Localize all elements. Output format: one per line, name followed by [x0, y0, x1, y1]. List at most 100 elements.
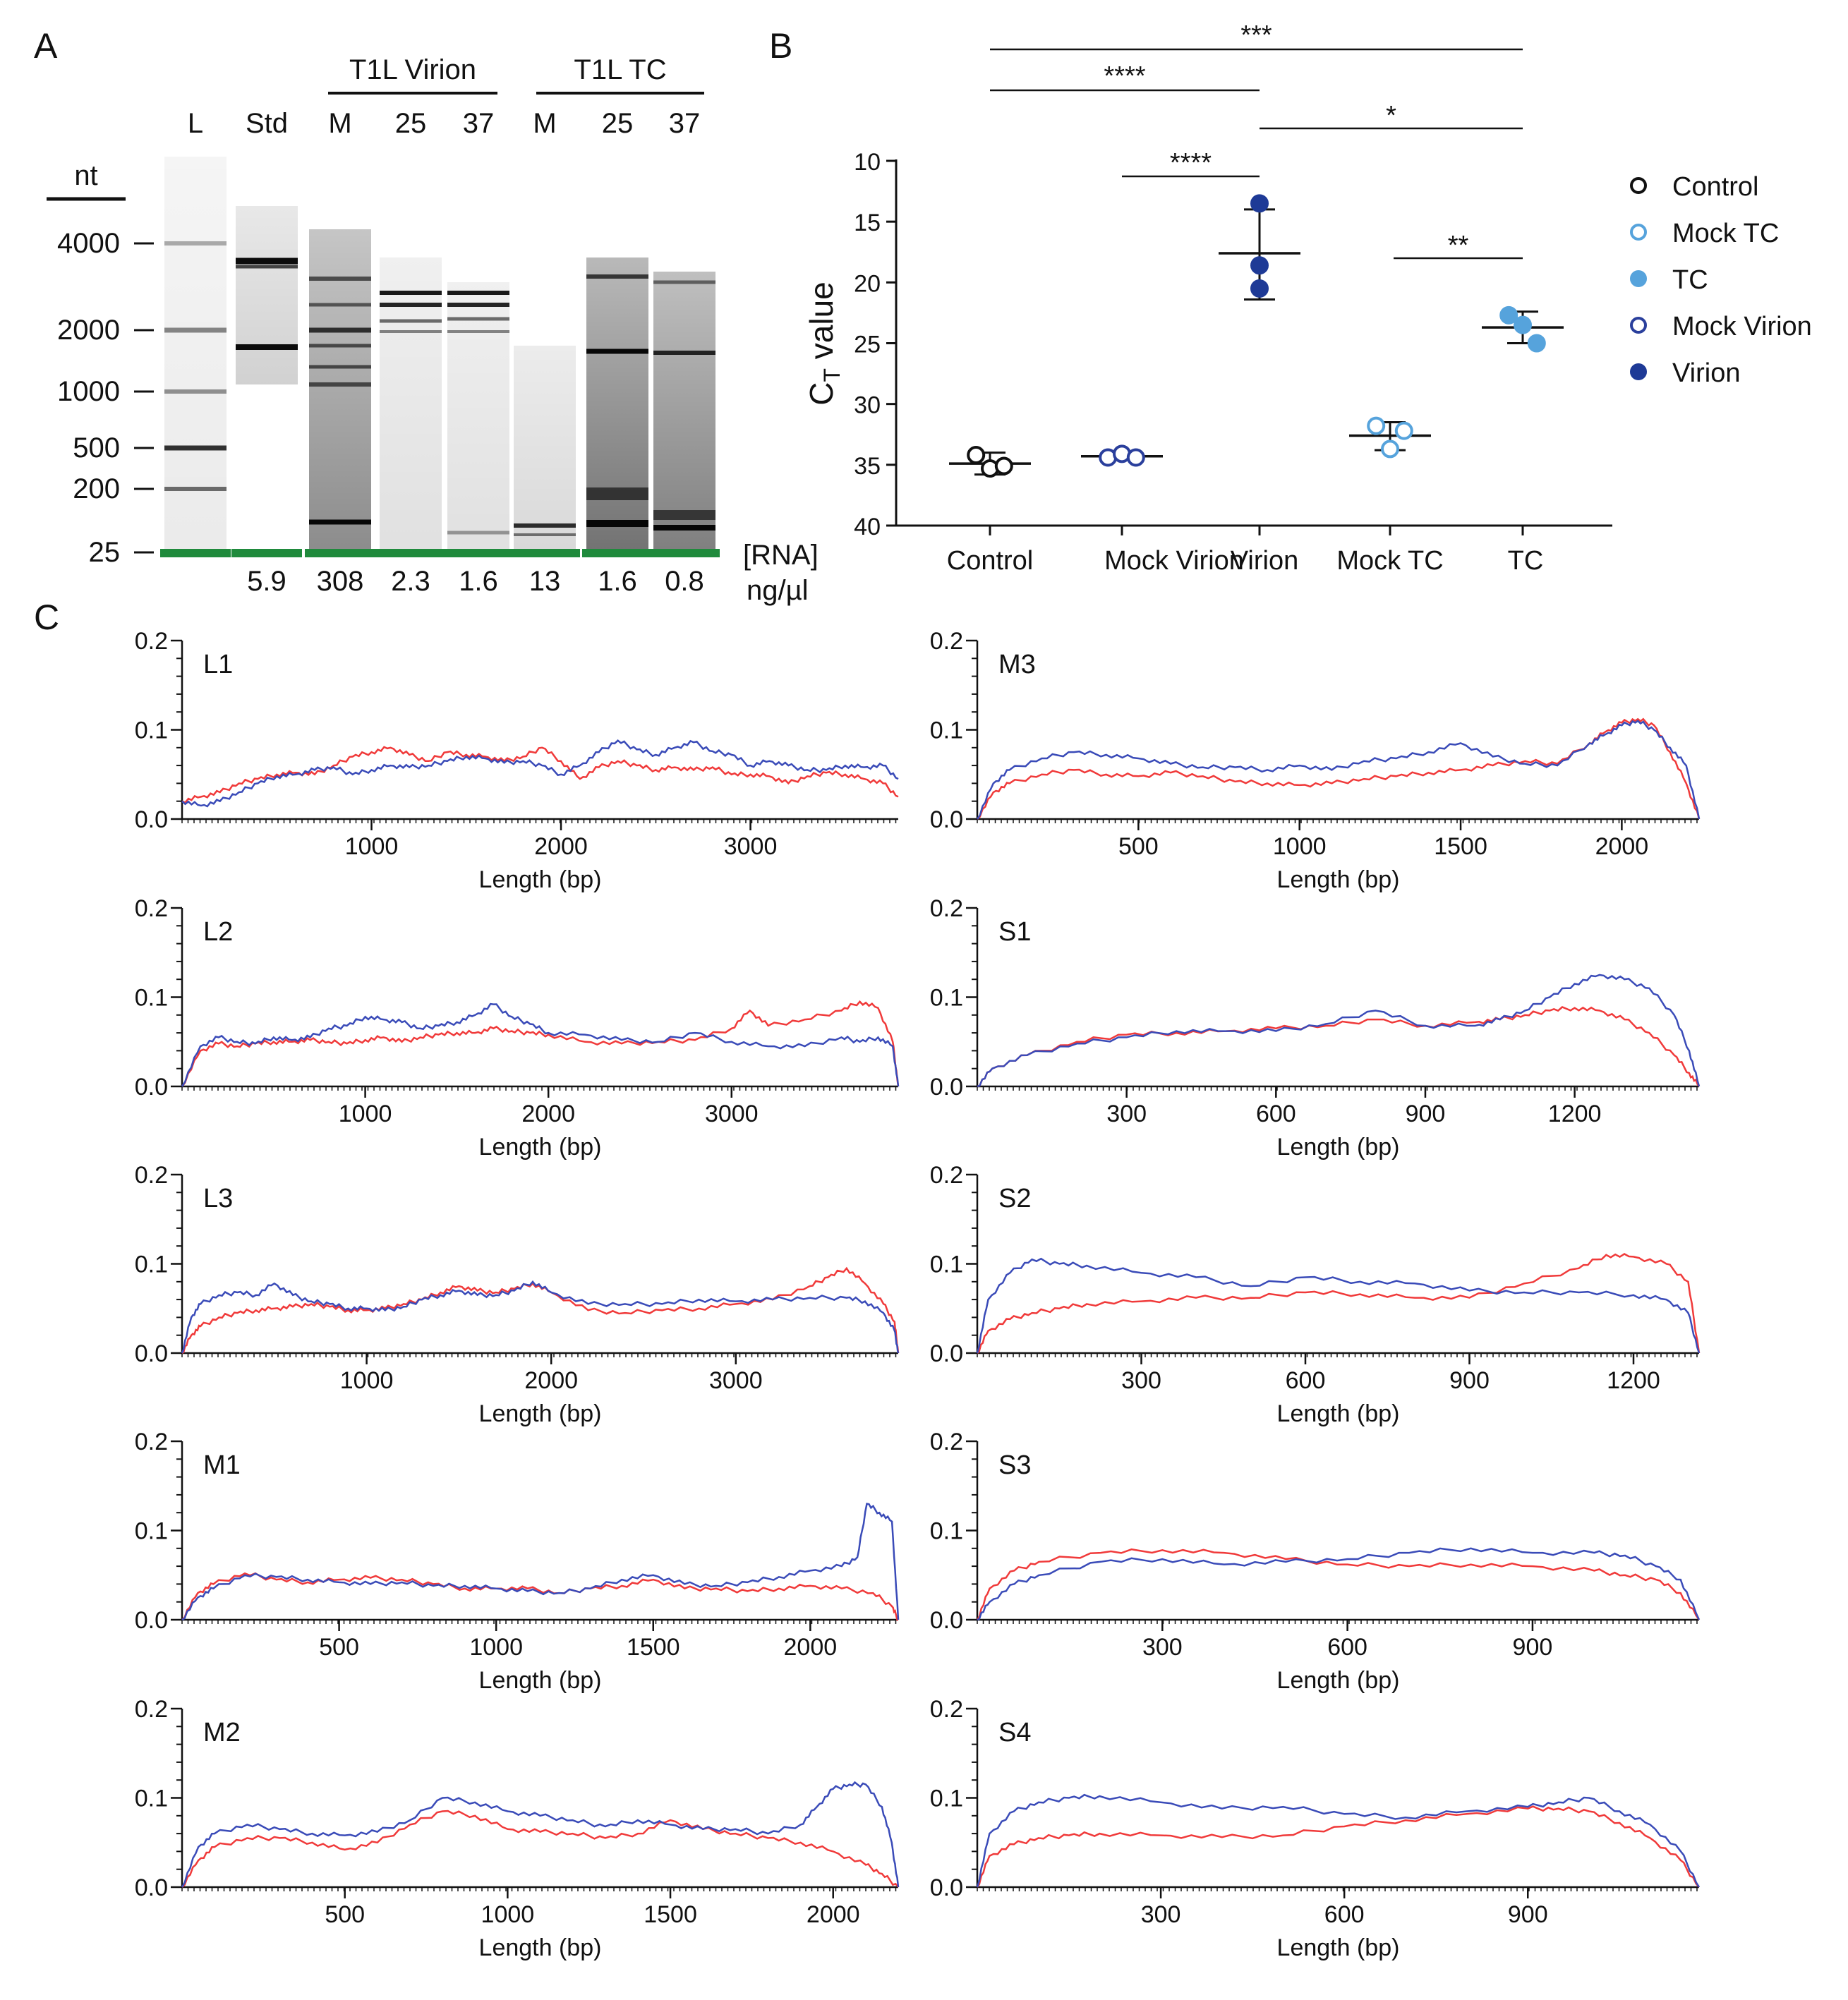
legend-marker [1630, 224, 1647, 241]
coverage-plot-title: S1 [998, 917, 1031, 947]
coverage-plot-title: L3 [203, 1184, 233, 1213]
gel-band [309, 277, 371, 281]
coverage-y-tick-label: 0.1 [135, 1518, 168, 1545]
coverage-plot-title: L2 [203, 917, 233, 947]
coverage-series-blue [977, 1547, 1701, 1621]
gel-band [447, 330, 509, 333]
gel-size-label: 500 [73, 432, 120, 463]
coverage-x-axis-label: Length (bp) [479, 1934, 602, 1961]
coverage-x-axis-label: Length (bp) [1277, 866, 1400, 893]
gel-size-label: 2000 [57, 315, 120, 346]
gel-band [653, 525, 715, 531]
significance-label: **** [1104, 61, 1145, 91]
gel-band [164, 327, 227, 333]
coverage-y-tick-label: 0.2 [930, 895, 963, 922]
concentration-unit: ng/µl [747, 575, 809, 606]
coverage-minor-ticks [977, 1086, 1698, 1091]
coverage-plot-M3: 0.0 0.1 0.2 500 1000 1500 2000 Length (bp) M3 [930, 628, 1701, 893]
gel-band [309, 519, 371, 525]
coverage-y-tick-label: 0.1 [135, 1786, 168, 1812]
ct-y-tick-label: 30 [854, 392, 881, 419]
coverage-y-tick-label: 0.2 [135, 1162, 168, 1189]
ct-point [1126, 448, 1145, 467]
coverage-x-tick-label: 900 [1449, 1367, 1490, 1394]
coverage-plots: 0.0 0.1 0.2 1000 2000 3000 Length (bp) L1 0.0 0.1… [135, 628, 1701, 1961]
gel-lane [380, 257, 442, 550]
coverage-plot-S2: 0.0 0.1 0.2 300 600 900 1200 Length (bp) S2 [930, 1162, 1701, 1427]
ct-point [1250, 279, 1269, 298]
gel-band [309, 344, 371, 348]
coverage-x-tick-label: 1000 [345, 833, 399, 860]
gel-band [380, 291, 442, 295]
gel-concentration: 5.9 [247, 566, 286, 597]
ct-point [1250, 256, 1269, 275]
coverage-x-tick-label: 3000 [705, 1101, 759, 1127]
coverage-series-red [977, 1253, 1701, 1354]
coverage-series-blue [181, 1781, 900, 1888]
coverage-series-red [181, 1810, 899, 1888]
coverage-y-tick-label: 0.2 [930, 1162, 963, 1189]
coverage-y-tick-label: 0.1 [930, 717, 963, 744]
gel-concentration: 0.8 [665, 566, 704, 597]
gel-band [309, 327, 371, 333]
gel-band [236, 344, 298, 350]
coverage-x-tick-label: 1000 [339, 1101, 392, 1127]
coverage-x-tick-label: 2000 [807, 1901, 860, 1928]
coverage-y-tick-label: 0.1 [135, 1251, 168, 1278]
coverage-series-red [977, 1006, 1700, 1088]
coverage-x-tick-label: 300 [1142, 1634, 1183, 1661]
gel-panel: nt 4000 2000 1000 500 200 25 T1L Virion T1L TC… [47, 54, 819, 606]
gel-marker-band [305, 549, 375, 557]
coverage-x-tick-label: 500 [319, 1634, 359, 1661]
gel-band [447, 303, 509, 307]
gel-band [653, 280, 715, 284]
coverage-x-tick-label: 2000 [524, 1367, 578, 1394]
coverage-x-tick-label: 1500 [1434, 833, 1487, 860]
coverage-x-tick-label: 300 [1121, 1367, 1161, 1394]
coverage-y-tick-label: 0.0 [930, 806, 963, 833]
coverage-y-tick-label: 0.0 [135, 1874, 168, 1901]
gel-concentration: 13 [529, 566, 561, 597]
coverage-plot-title: S3 [998, 1450, 1031, 1480]
gel-band [164, 445, 227, 451]
coverage-y-tick-label: 0.0 [135, 806, 168, 833]
coverage-y-tick-label: 0.1 [135, 985, 168, 1012]
gel-band [236, 257, 298, 265]
coverage-y-tick-label: 0.0 [930, 1607, 963, 1634]
coverage-x-tick-label: 1500 [627, 1634, 680, 1661]
coverage-y-tick-label: 0.2 [135, 1696, 168, 1723]
ct-value-chart: 10 15 20 25 30 35 40 CT value Control Mock Virion… [803, 20, 1812, 576]
coverage-x-tick-label: 1200 [1548, 1101, 1602, 1127]
coverage-plot-L2: 0.0 0.1 0.2 1000 2000 3000 Length (bp) L2 [135, 895, 900, 1160]
coverage-series-red [181, 1266, 900, 1354]
gel-band [653, 510, 715, 520]
gel-group-label: T1L TC [574, 54, 666, 85]
gel-band [236, 265, 298, 269]
coverage-plot-L1: 0.0 0.1 0.2 1000 2000 3000 Length (bp) L1 [135, 628, 899, 893]
gel-band [447, 317, 509, 321]
gel-lane [309, 229, 371, 550]
coverage-plot-S1: 0.0 0.1 0.2 300 600 900 1200 Length (bp) S1 [930, 895, 1701, 1160]
coverage-x-tick-label: 500 [1118, 833, 1159, 860]
coverage-y-tick-label: 0.2 [930, 1696, 963, 1723]
gel-size-label: 4000 [57, 228, 120, 259]
coverage-y-tick-label: 0.2 [135, 1429, 168, 1455]
coverage-x-tick-label: 1000 [481, 1901, 535, 1928]
coverage-x-tick-label: 2000 [784, 1634, 838, 1661]
coverage-series-blue [181, 1002, 900, 1087]
coverage-y-tick-label: 0.1 [135, 717, 168, 744]
coverage-y-tick-label: 0.0 [930, 1874, 963, 1901]
legend-marker [1630, 363, 1647, 380]
gel-lane-label: L [188, 108, 203, 139]
gel-band [586, 274, 648, 279]
coverage-x-tick-label: 300 [1106, 1101, 1147, 1127]
coverage-y-tick-label: 0.1 [930, 985, 963, 1012]
coverage-plot-title: S4 [998, 1718, 1031, 1747]
ct-category-label: Virion [1231, 546, 1298, 576]
coverage-x-tick-label: 600 [1327, 1634, 1367, 1661]
coverage-x-tick-label: 900 [1508, 1901, 1548, 1928]
coverage-x-tick-label: 900 [1406, 1101, 1446, 1127]
coverage-x-tick-label: 300 [1141, 1901, 1181, 1928]
ct-point [1250, 194, 1269, 213]
coverage-y-tick-label: 0.0 [135, 1074, 168, 1101]
